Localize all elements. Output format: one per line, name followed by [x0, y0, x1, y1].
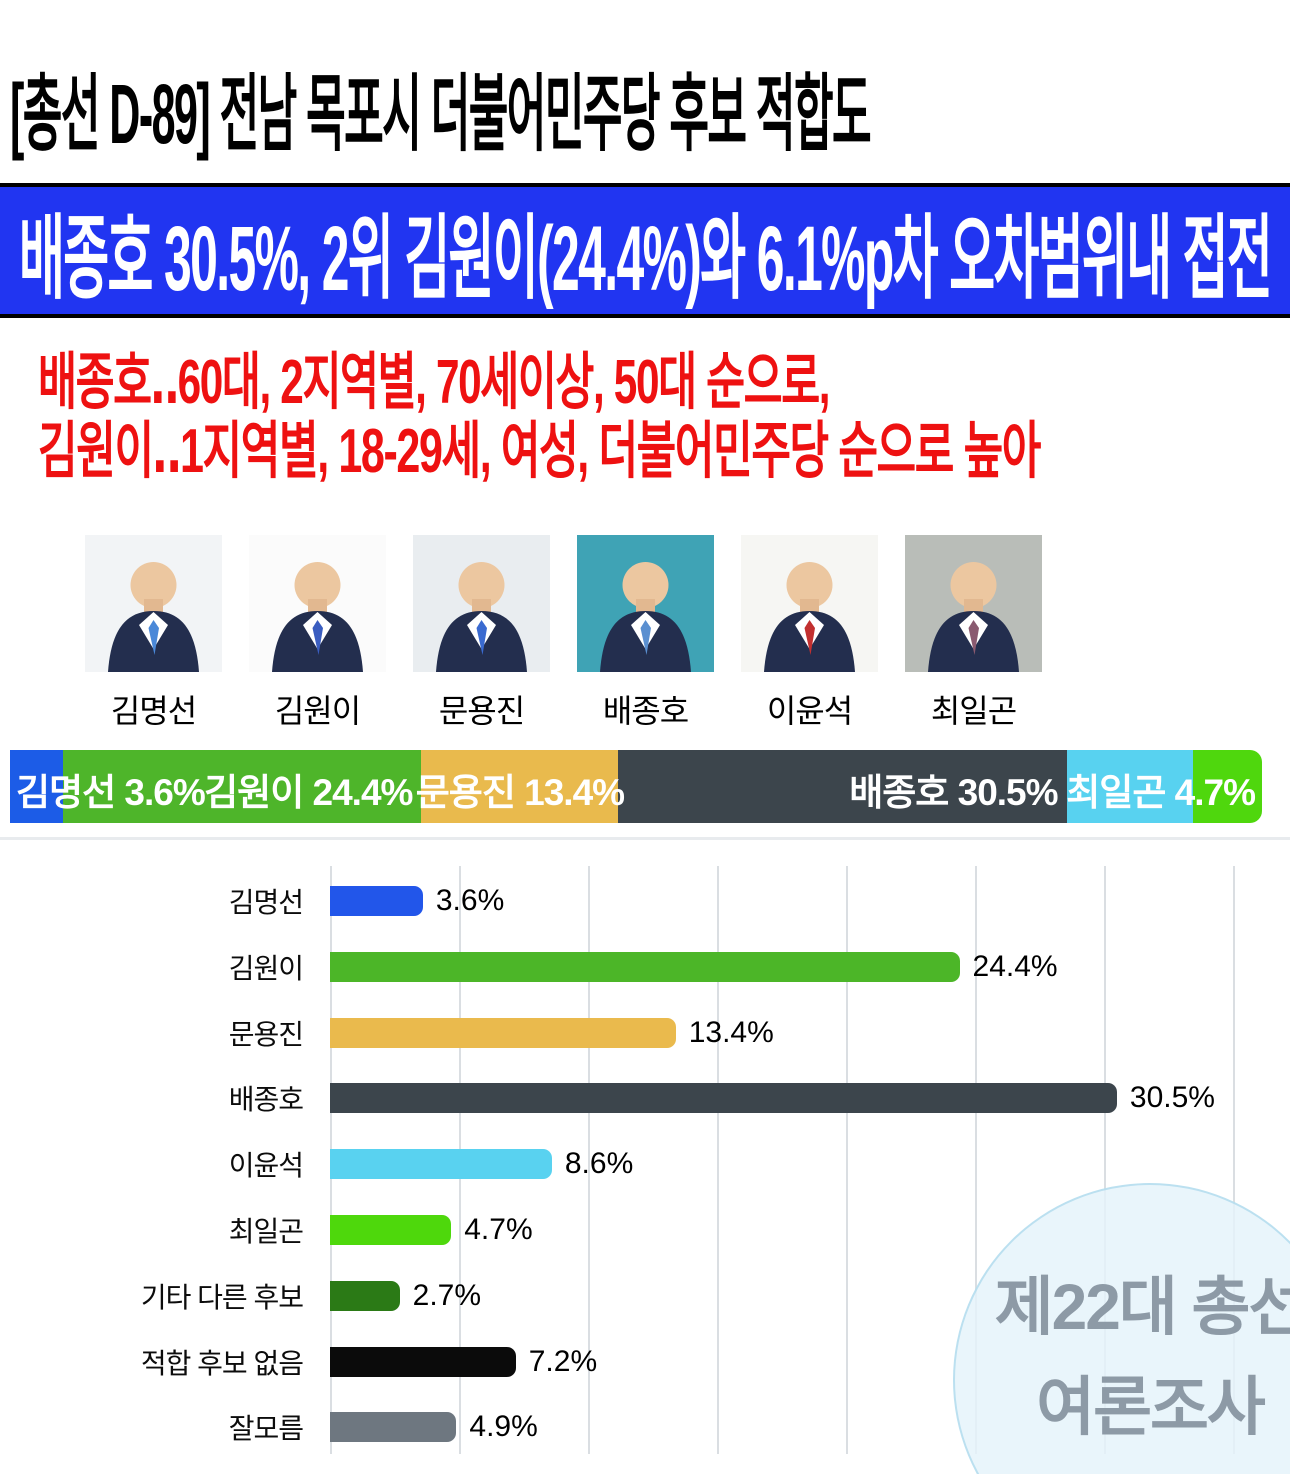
chart-row: 잘모름 4.9% — [0, 1394, 1290, 1460]
chart-value-label: 4.9% — [469, 1410, 538, 1444]
chart-value-label: 2.7% — [412, 1278, 482, 1312]
chart-category-label: 김명선 — [228, 887, 304, 918]
gridline — [717, 866, 719, 1454]
candidate-card: 최일곤 — [905, 535, 1042, 732]
chart-row: 최일곤 4.7% — [0, 1197, 1290, 1263]
chart-value-label: 30.5% — [1129, 1081, 1215, 1115]
gridline — [975, 866, 977, 1454]
chart-row: 이윤석 8.6% — [0, 1131, 1290, 1197]
chart-bar — [330, 1412, 457, 1443]
divider-line — [0, 837, 1290, 840]
chart-category-label: 배종호 — [228, 1084, 304, 1116]
highlight-block: 배종호‥60대, 2지역별, 70세이상, 50대 순으로, 김원이‥1지역별,… — [38, 348, 1290, 486]
candidates-row: 김명선 김원이 문용진 배종호 이윤석 최일곤 — [85, 535, 1042, 732]
headline-banner: 배종호 30.5%, 2위 김원이(24.4%)와 6.1%p차 오차범위내 접… — [0, 183, 1290, 318]
watermark-line-2: 여론조사 — [1036, 1371, 1266, 1443]
candidate-card: 문용진 — [413, 535, 550, 732]
candidate-name: 김원이 — [274, 693, 361, 729]
candidate-name: 이윤석 — [766, 693, 853, 729]
chart-row: 적합 후보 없음 7.2% — [0, 1329, 1290, 1395]
gridline — [588, 866, 590, 1454]
chart-value-label: 13.4% — [688, 1015, 774, 1049]
candidate-photo — [249, 535, 386, 672]
stacked-segment-최일곤: 최일곤 4.7% — [1066, 750, 1262, 823]
chart-row: 문용진 13.4% — [0, 1000, 1290, 1066]
stacked-segment-label: 배종호 30.5% — [849, 772, 1058, 813]
candidate-photo — [741, 535, 878, 672]
chart-bar — [330, 1346, 516, 1377]
chart-bar — [330, 886, 423, 916]
stacked-bar-chart: 김명선 3.6% 김원이 24.4% 문용진 13.4% 배종호 30.5% 최일곤 4… — [10, 750, 1262, 823]
bar-chart: 김명선 3.6% 김원이 24.4% 문용진 13.4% 배종호 30.5% 이윤석 8.6% 최일… — [0, 866, 1290, 1464]
chart-category-label: 김원이 — [228, 952, 304, 984]
candidate-photo — [85, 535, 222, 672]
candidate-name: 김명선 — [110, 693, 197, 729]
stacked-segment-label: 문용진 13.4% — [415, 772, 625, 813]
stacked-segment-이윤석 — [1066, 750, 1193, 823]
chart-bar — [330, 1083, 1117, 1114]
stacked-segment-김명선: 김명선 3.6% — [10, 750, 206, 823]
candidate-photo — [905, 535, 1042, 672]
stacked-segment-김원이: 김원이 24.4% — [62, 750, 422, 823]
chart-bar — [330, 1149, 552, 1180]
highlight-line-1: 배종호‥60대, 2지역별, 70세이상, 50대 순으로, — [38, 348, 831, 417]
gridline — [1233, 866, 1235, 1454]
stacked-segment-label: 최일곤 4.7% — [1066, 772, 1256, 813]
chart-bar — [330, 1017, 676, 1048]
headline-text: 배종호 30.5%, 2위 김원이(24.4%)와 6.1%p차 오차범위내 접… — [18, 208, 1273, 310]
chart-row: 김명선 3.6% — [0, 868, 1290, 934]
chart-value-label: 3.6% — [435, 884, 505, 917]
stacked-segment-배종호: 배종호 30.5% — [618, 750, 1067, 823]
chart-value-label: 8.6% — [564, 1147, 634, 1181]
chart-row: 기타 다른 후보 2.7% — [0, 1263, 1290, 1329]
candidate-card: 김명선 — [85, 535, 222, 732]
candidate-card: 배종호 — [577, 535, 714, 732]
chart-category-label: 최일곤 — [228, 1216, 304, 1247]
gridline — [846, 866, 848, 1454]
gridline — [1104, 866, 1106, 1454]
chart-category-label: 적합 후보 없음 — [140, 1347, 304, 1379]
stacked-segment-label: 김명선 3.6% — [16, 772, 206, 813]
stacked-segment-label: 김원이 24.4% — [204, 772, 413, 813]
candidate-card: 이윤석 — [741, 535, 878, 732]
chart-row: 김원이 24.4% — [0, 934, 1290, 1000]
chart-bar — [330, 1280, 400, 1311]
candidate-name: 문용진 — [438, 693, 525, 729]
chart-category-label: 잘모름 — [228, 1413, 304, 1445]
chart-value-label: 4.7% — [464, 1213, 533, 1246]
stacked-segment-문용진: 문용진 13.4% — [416, 750, 625, 823]
chart-value-label: 7.2% — [528, 1344, 598, 1378]
page-title: [총선 D-89] 전남 목포시 더불어민주당 후보 적합도 — [10, 67, 872, 161]
highlight-line-2: 김원이‥1지역별, 18-29세, 여성, 더불어민주당 순으로 높아 — [38, 417, 1041, 486]
candidate-photo — [577, 535, 714, 672]
chart-bar — [330, 951, 960, 982]
chart-category-label: 이윤석 — [228, 1150, 304, 1182]
candidate-name: 최일곤 — [930, 693, 1017, 729]
candidate-name: 배종호 — [602, 693, 689, 729]
candidate-photo — [413, 535, 550, 672]
chart-bar — [330, 1215, 452, 1245]
watermark-text: 제22대 총선 여론조사 — [955, 1257, 1290, 1457]
candidate-card: 김원이 — [249, 535, 386, 732]
chart-category-label: 문용진 — [228, 1018, 304, 1050]
chart-row: 배종호 30.5% — [0, 1065, 1290, 1131]
watermark-line-1: 제22대 총선 — [994, 1271, 1290, 1343]
chart-value-label: 24.4% — [972, 949, 1058, 983]
chart-category-label: 기타 다른 후보 — [140, 1281, 304, 1313]
